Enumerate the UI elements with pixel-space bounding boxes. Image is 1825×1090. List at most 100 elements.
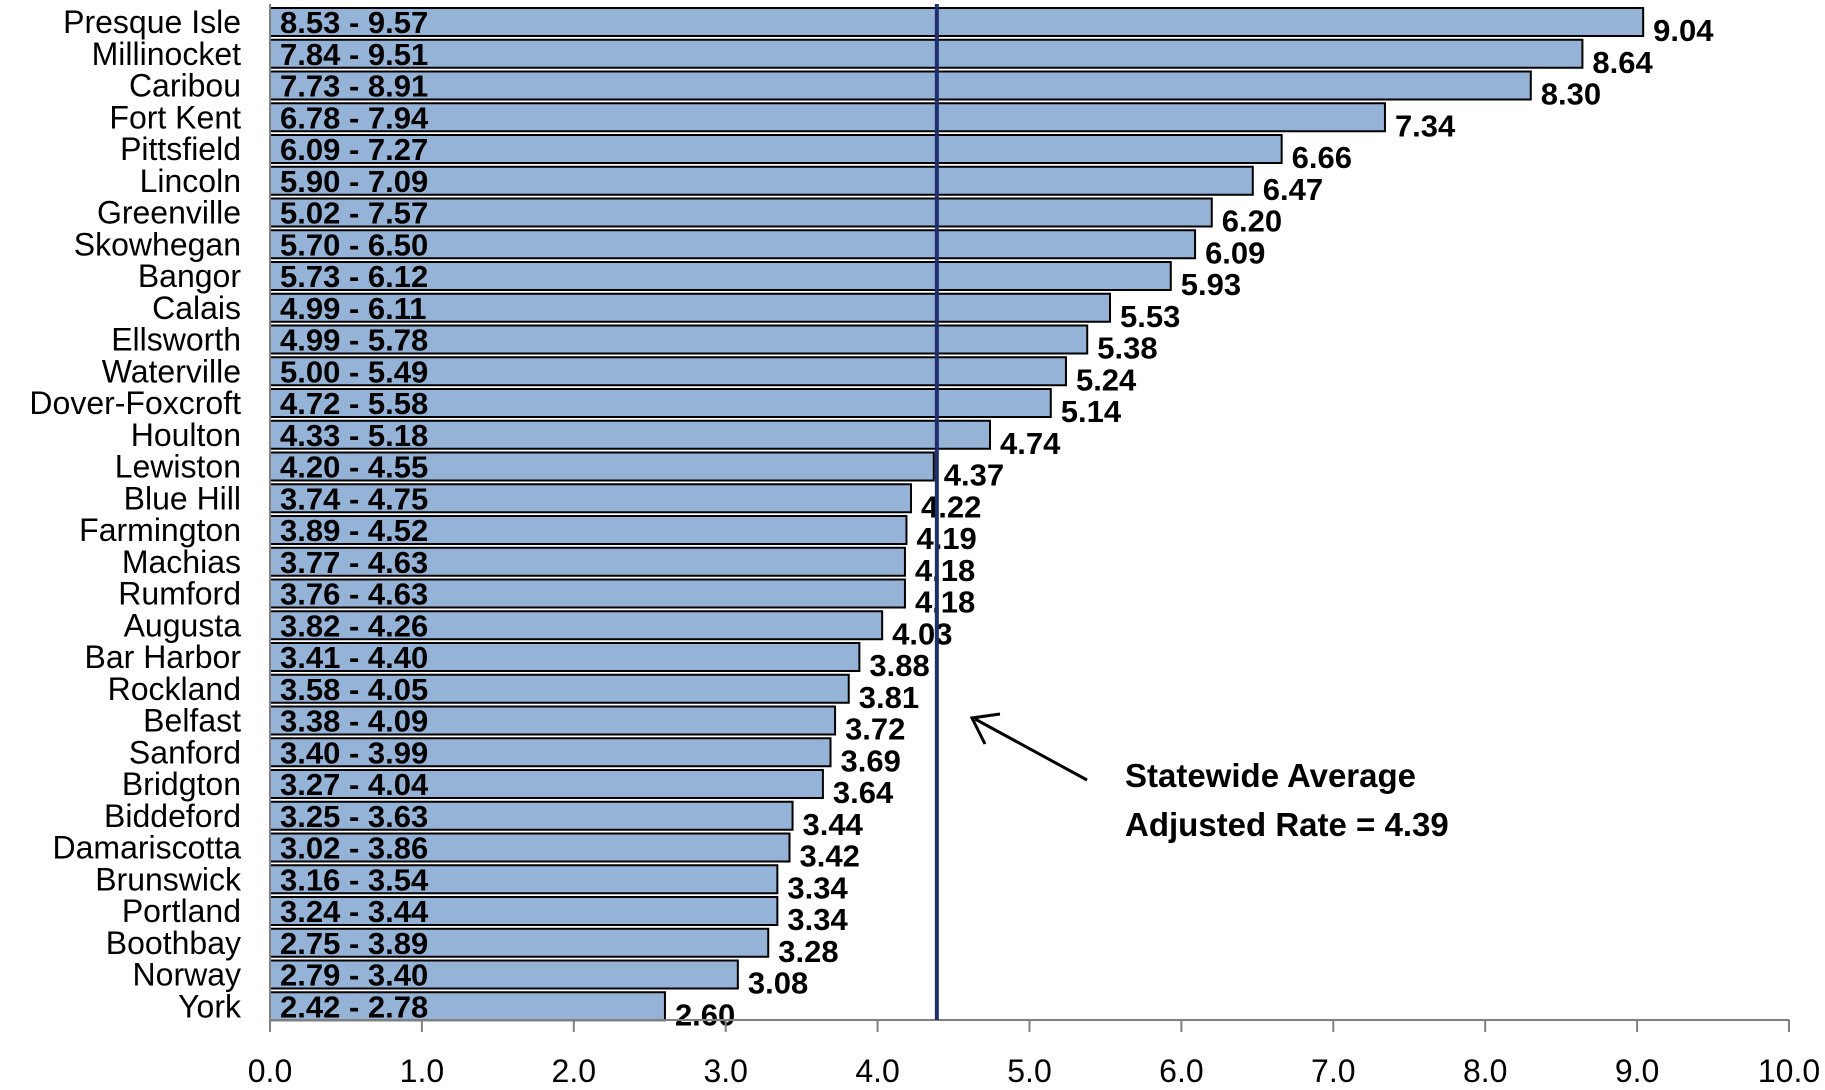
bar	[269, 705, 837, 736]
value-label: 5.38	[1097, 331, 1157, 366]
x-tick-label: 8.0	[1463, 1053, 1507, 1089]
category-label: Millinocket	[92, 36, 241, 72]
bar	[269, 38, 1584, 69]
range-label: 6.78 - 7.94	[280, 100, 429, 135]
range-label: 3.41 - 4.40	[280, 640, 428, 675]
value-label: 9.04	[1653, 13, 1714, 48]
x-tick-label: 7.0	[1311, 1053, 1355, 1089]
range-label: 7.73 - 8.91	[280, 69, 428, 104]
value-label: 3.64	[833, 775, 894, 810]
bar	[269, 324, 1089, 355]
value-label: 3.69	[841, 743, 901, 778]
bar	[269, 356, 1067, 387]
value-label: 3.34	[787, 902, 848, 937]
range-label: 3.89 - 4.52	[280, 513, 428, 548]
range-label: 3.27 - 4.04	[280, 767, 429, 802]
value-label: 4.22	[921, 489, 981, 524]
value-label: 3.34	[787, 870, 848, 905]
range-label: 8.53 - 9.57	[280, 5, 428, 40]
annotation-line-1: Statewide Average	[1125, 757, 1416, 794]
x-tick-label: 2.0	[552, 1053, 596, 1089]
value-label: 8.64	[1592, 45, 1653, 80]
value-label: 4.19	[916, 521, 976, 556]
range-label: 4.99 - 6.11	[280, 291, 427, 326]
value-label: 3.44	[803, 807, 864, 842]
range-label: 4.99 - 5.78	[280, 323, 428, 358]
bar	[269, 197, 1213, 228]
value-labels: 9.048.648.30 7.34 6.666.476.206.095.935.53…	[675, 13, 1714, 1032]
category-label: Machias	[122, 544, 241, 580]
value-label: 6.09	[1205, 235, 1265, 270]
value-label: 3.42	[799, 839, 859, 874]
x-tick-label: 3.0	[703, 1053, 747, 1089]
category-label: Blue Hill	[124, 480, 241, 516]
value-label: 5.93	[1181, 267, 1241, 302]
bar	[269, 800, 794, 831]
bars-group	[269, 7, 1645, 1022]
value-label: 5.14	[1061, 394, 1122, 429]
annotation-arrow-line	[974, 717, 1088, 782]
range-label: 3.24 - 3.44	[280, 894, 429, 929]
value-label: 5.24	[1076, 362, 1137, 397]
bar	[269, 388, 1052, 418]
bar	[269, 959, 739, 990]
range-label: 4.72 - 5.58	[280, 386, 428, 421]
range-label: 7.84 - 9.51	[280, 37, 428, 72]
range-label: 3.38 - 4.09	[280, 704, 428, 739]
category-label: Calais	[152, 290, 241, 326]
bar	[269, 70, 1532, 101]
bar	[269, 419, 992, 450]
category-label: Bangor	[138, 258, 242, 294]
value-label: 7.34	[1395, 108, 1456, 143]
range-label: 3.02 - 3.86	[280, 831, 428, 866]
value-label: 3.88	[869, 648, 929, 683]
annotation-line-2: Adjusted Rate = 4.39	[1125, 806, 1449, 843]
x-tick-label: 0.0	[248, 1053, 292, 1089]
bar	[269, 864, 779, 895]
category-label: Sanford	[129, 734, 241, 770]
value-label: 3.81	[859, 680, 919, 715]
x-tick-label: 4.0	[855, 1053, 899, 1089]
range-label: 3.82 - 4.26	[280, 608, 428, 643]
bar	[269, 610, 884, 641]
category-label: Greenville	[97, 195, 241, 231]
category-label: Lewiston	[115, 449, 241, 485]
value-label: 3.72	[845, 712, 905, 747]
x-tick-label: 5.0	[1007, 1053, 1051, 1089]
value-label: 8.30	[1541, 77, 1601, 112]
range-label: 2.75 - 3.89	[280, 926, 428, 961]
bar	[269, 7, 1645, 37]
category-label: Norway	[133, 957, 241, 993]
category-label: Skowhegan	[74, 226, 241, 262]
value-label: 4.18	[915, 585, 975, 620]
category-label: Biddeford	[104, 798, 241, 834]
category-label: Augusta	[124, 607, 242, 643]
value-label: 4.37	[944, 458, 1004, 493]
annotation: Statewide Average Adjusted Rate = 4.39	[969, 712, 1449, 843]
category-label: Fort Kent	[109, 99, 241, 135]
range-label: 4.33 - 5.18	[280, 418, 428, 453]
value-label: 5.53	[1120, 299, 1180, 334]
category-label: Caribou	[129, 68, 241, 104]
range-label: 5.90 - 7.09	[280, 164, 428, 199]
bar	[269, 578, 906, 609]
x-tick-label: 1.0	[400, 1053, 444, 1089]
category-label: Houlton	[131, 417, 241, 453]
bar	[269, 927, 770, 958]
range-label: 3.40 - 3.99	[280, 735, 428, 770]
range-label: 5.02 - 7.57	[280, 196, 428, 231]
bar	[269, 769, 824, 799]
category-label: York	[178, 988, 242, 1024]
range-label: 3.74 - 4.75	[280, 481, 428, 516]
range-label: 4.20 - 4.55	[280, 450, 428, 485]
category-label: Belfast	[143, 703, 241, 739]
category-label: Waterville	[102, 353, 241, 389]
category-label: Lincoln	[140, 163, 241, 199]
category-label: Bar Harbor	[85, 639, 242, 675]
range-labels: 8.53 - 9.577.84 - 9.517.73 - 8.916.78 - …	[280, 5, 429, 1024]
bar	[269, 451, 935, 482]
bar	[269, 896, 779, 926]
category-label: Boothbay	[106, 925, 241, 961]
